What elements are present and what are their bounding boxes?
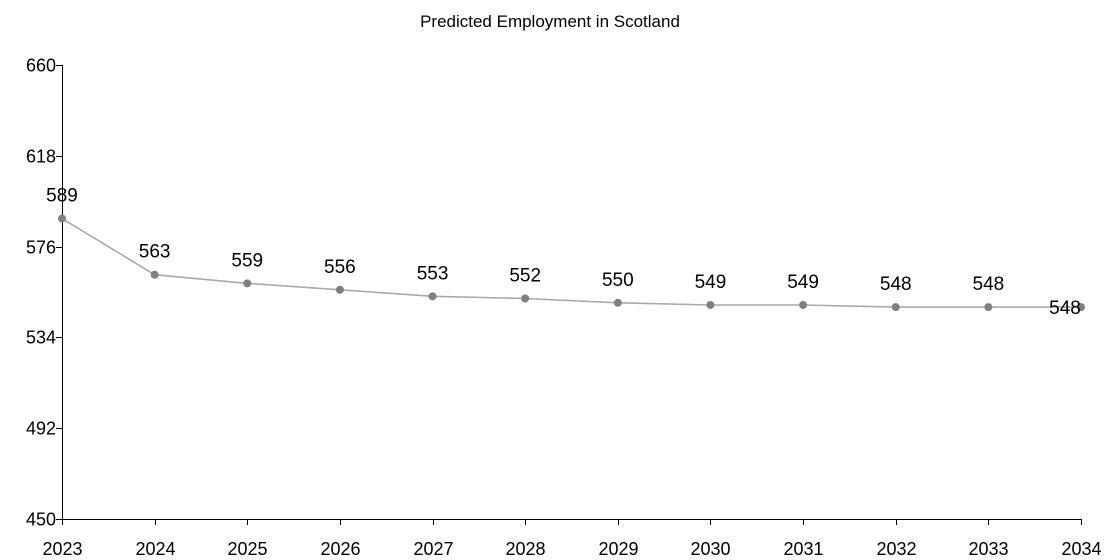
data-point (243, 279, 252, 288)
data-label: 553 (417, 263, 449, 284)
data-label: 548 (880, 274, 912, 295)
data-label: 559 (231, 250, 263, 271)
chart-title: Predicted Employment in Scotland (420, 12, 680, 31)
data-point (428, 292, 437, 301)
data-point (150, 270, 159, 279)
data-label: 552 (509, 265, 541, 286)
x-tick-label: 2027 (413, 539, 453, 559)
data-point (613, 298, 622, 307)
y-tick-label: 450 (26, 510, 56, 530)
data-point (891, 303, 900, 312)
data-point (1077, 303, 1085, 312)
data-label: 589 (46, 185, 78, 206)
x-tick-label: 2025 (227, 539, 267, 559)
y-tick-label: 576 (26, 238, 56, 258)
x-tick-label: 2029 (598, 539, 638, 559)
data-point (335, 285, 344, 294)
series-group (58, 214, 1085, 312)
x-axis-ticks: 2023 2024 2025 2026 2027 2028 2029 2030 2031 2032… (42, 519, 1102, 559)
x-tick-label: 2028 (505, 539, 545, 559)
data-label: 548 (1049, 298, 1081, 319)
data-labels: 589 563 559 556 553 552 550 549 549 548 548 548 (46, 185, 1081, 319)
data-label: 548 (973, 274, 1005, 295)
y-tick-label: 534 (26, 328, 56, 348)
data-label: 563 (139, 242, 171, 263)
data-label: 550 (602, 270, 634, 291)
x-tick-label: 2034 (1061, 539, 1101, 559)
data-label: 549 (787, 272, 819, 293)
x-tick-label: 2023 (42, 539, 82, 559)
x-tick-label: 2031 (783, 539, 823, 559)
y-tick-label: 660 (26, 56, 56, 76)
data-label: 549 (695, 272, 727, 293)
y-tick-label: 492 (26, 419, 56, 439)
data-point (799, 300, 808, 309)
data-point (58, 214, 66, 223)
data-point (984, 303, 993, 312)
x-tick-label: 2024 (135, 539, 175, 559)
y-tick-label: 618 (26, 147, 56, 167)
x-tick-label: 2030 (690, 539, 730, 559)
data-label: 556 (324, 257, 356, 278)
x-tick-label: 2033 (968, 539, 1008, 559)
x-tick-label: 2026 (320, 539, 360, 559)
series-line (61, 217, 1081, 308)
data-point (521, 294, 530, 303)
data-point (706, 300, 715, 309)
y-axis-ticks: 450 492 534 576 618 660 (26, 56, 62, 530)
x-tick-label: 2032 (876, 539, 916, 559)
